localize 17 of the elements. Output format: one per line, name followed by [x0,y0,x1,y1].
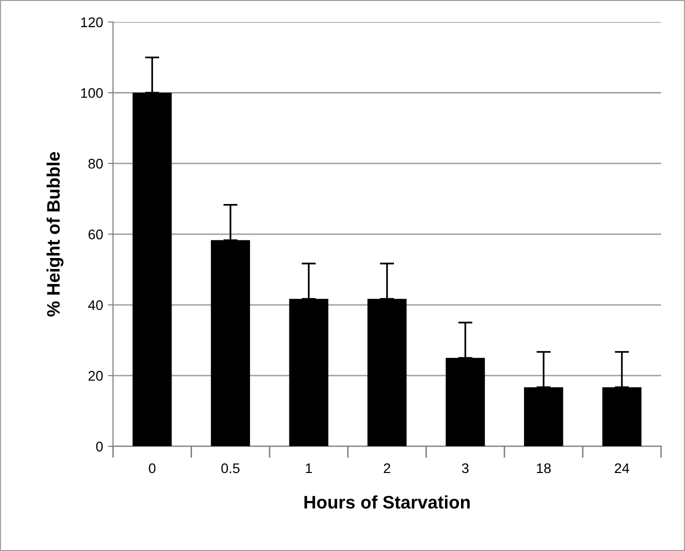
x-axis-title: Hours of Starvation [304,495,470,509]
y-tick-label: 40 [88,300,103,310]
x-tick-label: 1 [306,463,312,474]
x-tick-label: 2 [384,463,390,474]
y-axis-title: % Height of Bubble [46,152,64,316]
y-tick-label: 120 [81,17,103,28]
y-tick-label: 20 [88,370,103,381]
x-tick-label: 18 [536,463,551,474]
x-tick-label: 0 [148,463,156,474]
bar [446,358,485,446]
y-tick-label: 80 [88,158,103,169]
x-tick-label: 0.5 [221,463,240,474]
x-tick-label: 3 [462,463,469,474]
y-tick-label: 60 [88,230,103,240]
y-tick-label: 0 [96,442,103,452]
x-tick-label: 24 [614,463,630,474]
y-tick-label: 100 [81,88,103,98]
